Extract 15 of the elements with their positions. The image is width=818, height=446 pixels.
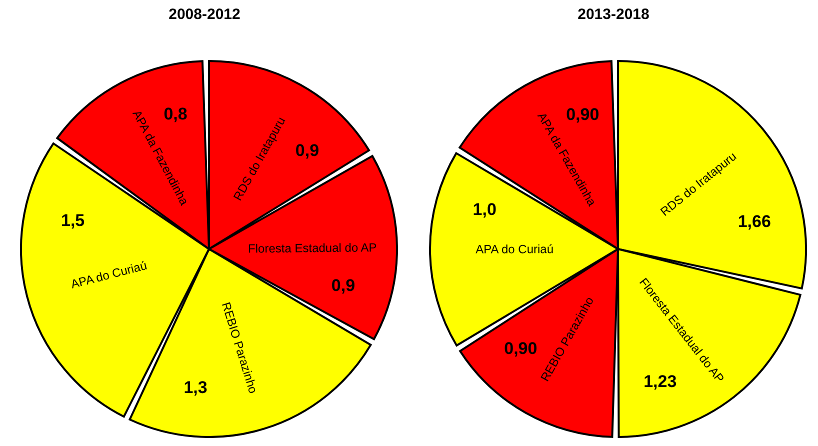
slice-label: APA do Curiaú	[69, 258, 148, 292]
data-label: 0,9	[331, 276, 356, 296]
slice-label: APA do Curiaú	[476, 242, 554, 256]
slice-label: Floresta Estadual do AP	[248, 240, 377, 256]
data-label: 0,90	[566, 104, 600, 124]
data-label: 1,5	[60, 211, 85, 230]
data-label: 1,0	[472, 200, 496, 220]
chart-title: 2013-2018	[576, 6, 650, 23]
data-label: 1,23	[644, 372, 677, 392]
data-label: 0,90	[504, 338, 538, 358]
data-label: 0,9	[295, 140, 320, 160]
data-label: 1,3	[184, 378, 208, 397]
data-label: 1,66	[738, 212, 771, 232]
data-label: 0,8	[164, 104, 188, 124]
chart-title: 2008-2012	[168, 6, 242, 23]
